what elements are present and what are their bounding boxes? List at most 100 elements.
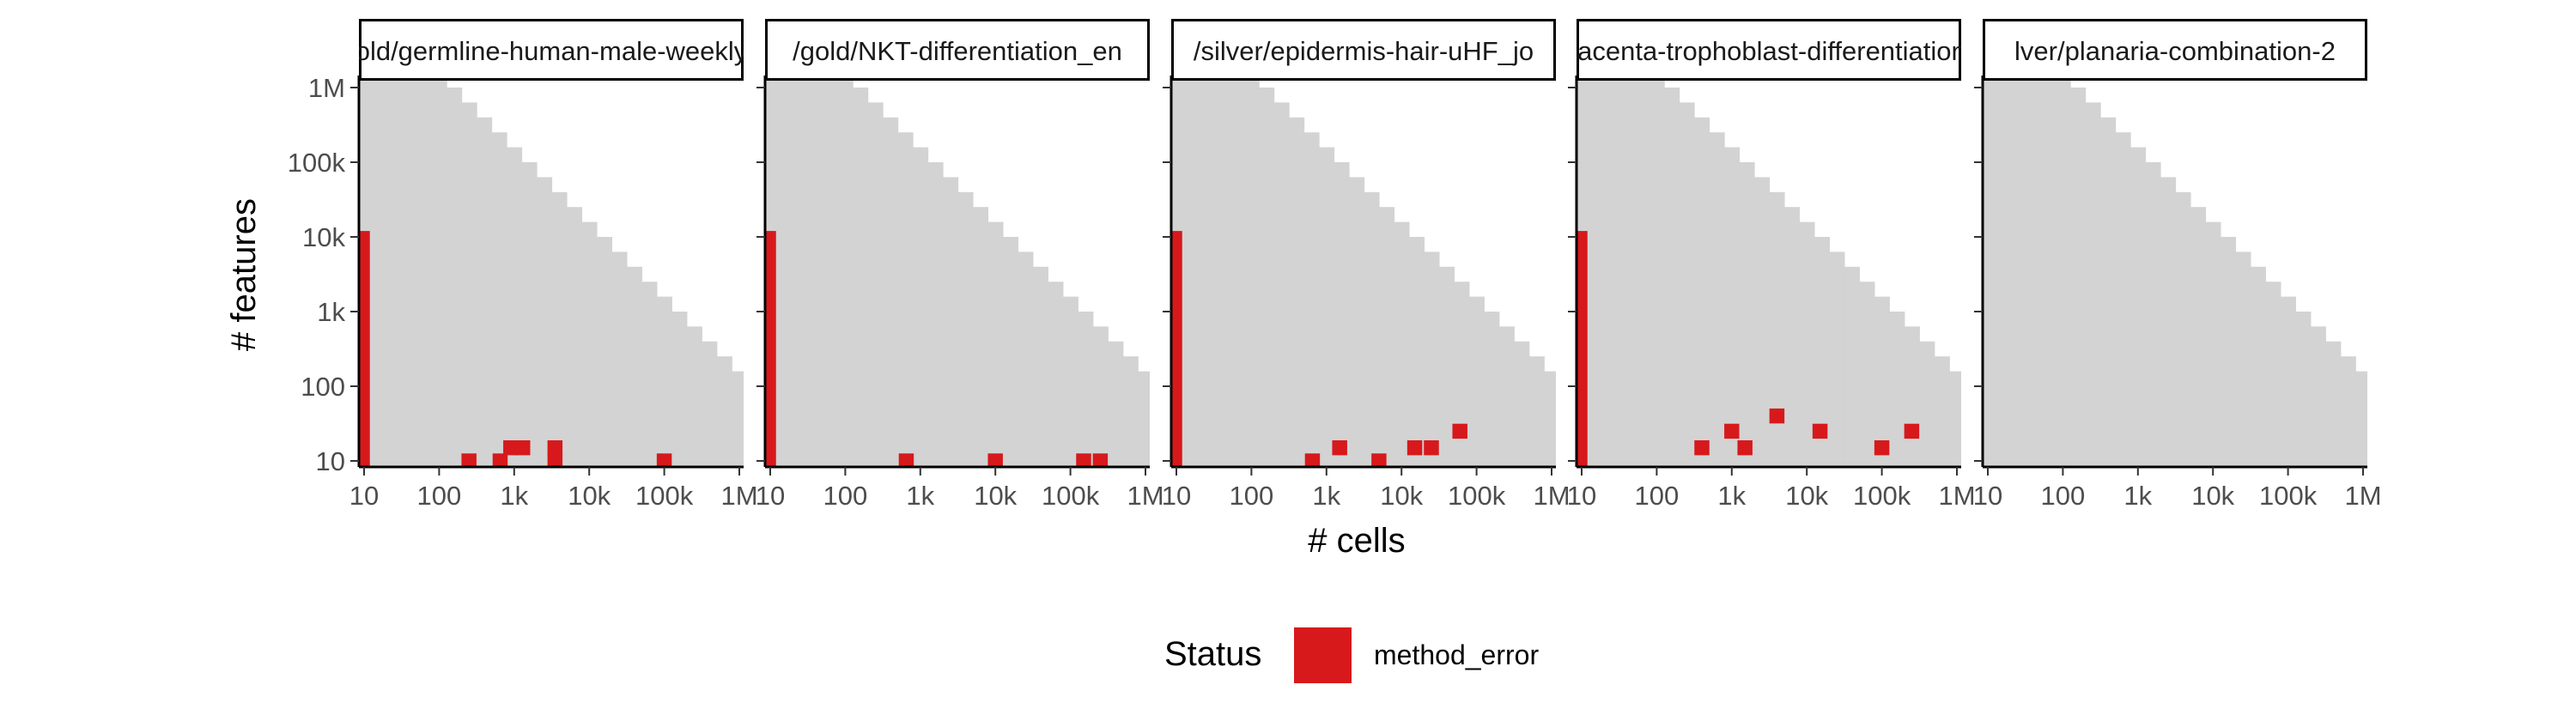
x-tick-label: 1k (500, 481, 528, 511)
background-column (626, 266, 642, 467)
background-column (1378, 207, 1395, 467)
background-column (2145, 162, 2161, 467)
background-column (1934, 356, 1950, 467)
background-column (987, 221, 1004, 467)
background-column (1709, 132, 1725, 467)
x-tick-label: 10 (1162, 481, 1191, 511)
error-cells (359, 231, 672, 467)
background-column (1544, 371, 1556, 467)
background-column (1122, 356, 1139, 467)
background-column (566, 207, 583, 467)
background-column (1454, 282, 1470, 467)
background-column (2010, 42, 2026, 467)
background-column (1468, 296, 1485, 467)
strip-box (1577, 19, 1961, 81)
y-tick-label: 1M (308, 73, 345, 103)
x-tick-label: 10k (974, 481, 1017, 511)
background-column (2070, 88, 2087, 467)
strip-box (359, 19, 744, 81)
error-cell (1737, 439, 1753, 456)
background-column (656, 296, 672, 467)
background-region (359, 42, 744, 467)
y-axis-title: # features (225, 198, 263, 351)
background-column (1528, 356, 1545, 467)
background-column (551, 191, 568, 467)
background-column (1949, 371, 1961, 467)
background-column (1408, 237, 1425, 467)
background-column (1769, 191, 1785, 467)
background-column (431, 72, 447, 467)
background-column (596, 237, 613, 467)
background-column (671, 312, 688, 467)
background-column (913, 147, 929, 467)
error-cells (1577, 231, 1920, 467)
legend-title: Status (1164, 635, 1261, 673)
background-column (1092, 326, 1109, 467)
background-column (1995, 42, 2011, 467)
background-column (1199, 42, 1215, 467)
background-column (2280, 296, 2296, 467)
background-column (972, 207, 989, 467)
background-column (1634, 58, 1650, 467)
background-column (1078, 312, 1094, 467)
background-column (1303, 132, 1320, 467)
background-column (1183, 42, 1200, 467)
x-tick-label: 1k (906, 481, 934, 511)
background-column (1783, 207, 1801, 467)
background-column (1289, 117, 1305, 467)
background-column (2040, 58, 2057, 467)
background-column (2265, 282, 2281, 467)
background-column (1273, 102, 1290, 467)
background-column (1844, 266, 1860, 467)
background-column (1364, 191, 1380, 467)
background-column (1829, 251, 1845, 467)
background-column (2310, 326, 2326, 467)
background-column (2055, 72, 2071, 467)
background-region (765, 42, 1150, 467)
background-column (1983, 42, 1996, 467)
background-column (1754, 177, 1771, 467)
y-tick-label: 1k (317, 297, 345, 327)
background-column (1259, 88, 1275, 467)
background-column (807, 42, 823, 467)
background-column (1694, 117, 1710, 467)
background-column (793, 42, 809, 467)
background-column (1814, 237, 1831, 467)
error-cell (503, 439, 519, 456)
background-column (702, 341, 718, 467)
background-column (1048, 282, 1064, 467)
background-column (927, 162, 944, 467)
background-column (447, 88, 463, 467)
background-column (2235, 251, 2251, 467)
error-cell (515, 439, 531, 456)
x-tick-label: 10k (2191, 481, 2234, 511)
facet-panel: 10 100 1k 10k 100k 1M 10 100 1k 10k 100k 1M old/germ… (288, 19, 758, 511)
background-column (1799, 221, 1815, 467)
background-column (1904, 326, 1920, 467)
background-column (2220, 237, 2237, 467)
x-tick-label: 100 (2041, 481, 2086, 511)
facet-strip: lver/planaria-combination-2 (1983, 19, 2367, 81)
background-column (1018, 251, 1034, 467)
error-cell (1904, 423, 1920, 439)
background-column (2025, 42, 2041, 467)
background-column (1874, 296, 1890, 467)
background-column (1679, 102, 1695, 467)
x-tick-label: 100 (1635, 481, 1680, 511)
background-column (2205, 221, 2221, 467)
background-column (1032, 266, 1048, 467)
strip-label: lacenta-trophoblast-differentiation (1571, 36, 1966, 66)
x-tick-label: 1M (720, 481, 757, 511)
background-column (1108, 341, 1124, 467)
x-tick-label: 10 (349, 481, 379, 511)
strip-label: lver/planaria-combination-2 (2014, 36, 2336, 66)
background-column (883, 117, 899, 467)
x-tick-label: 10k (568, 481, 611, 511)
facet-strip: old/germline-human-male-weekly (359, 19, 744, 81)
facet-panel: 10 100 1k 10k 100k 1M lver/planaria-combinatio… (1973, 19, 2382, 511)
error-cell (1371, 453, 1387, 467)
background-column (1424, 251, 1440, 467)
x-tick-label: 1M (1127, 481, 1163, 511)
y-tick-label: 10 (316, 446, 345, 476)
facet-panel: 10 100 1k 10k 100k 1M/gold/NKT-differentiatio… (756, 19, 1164, 511)
